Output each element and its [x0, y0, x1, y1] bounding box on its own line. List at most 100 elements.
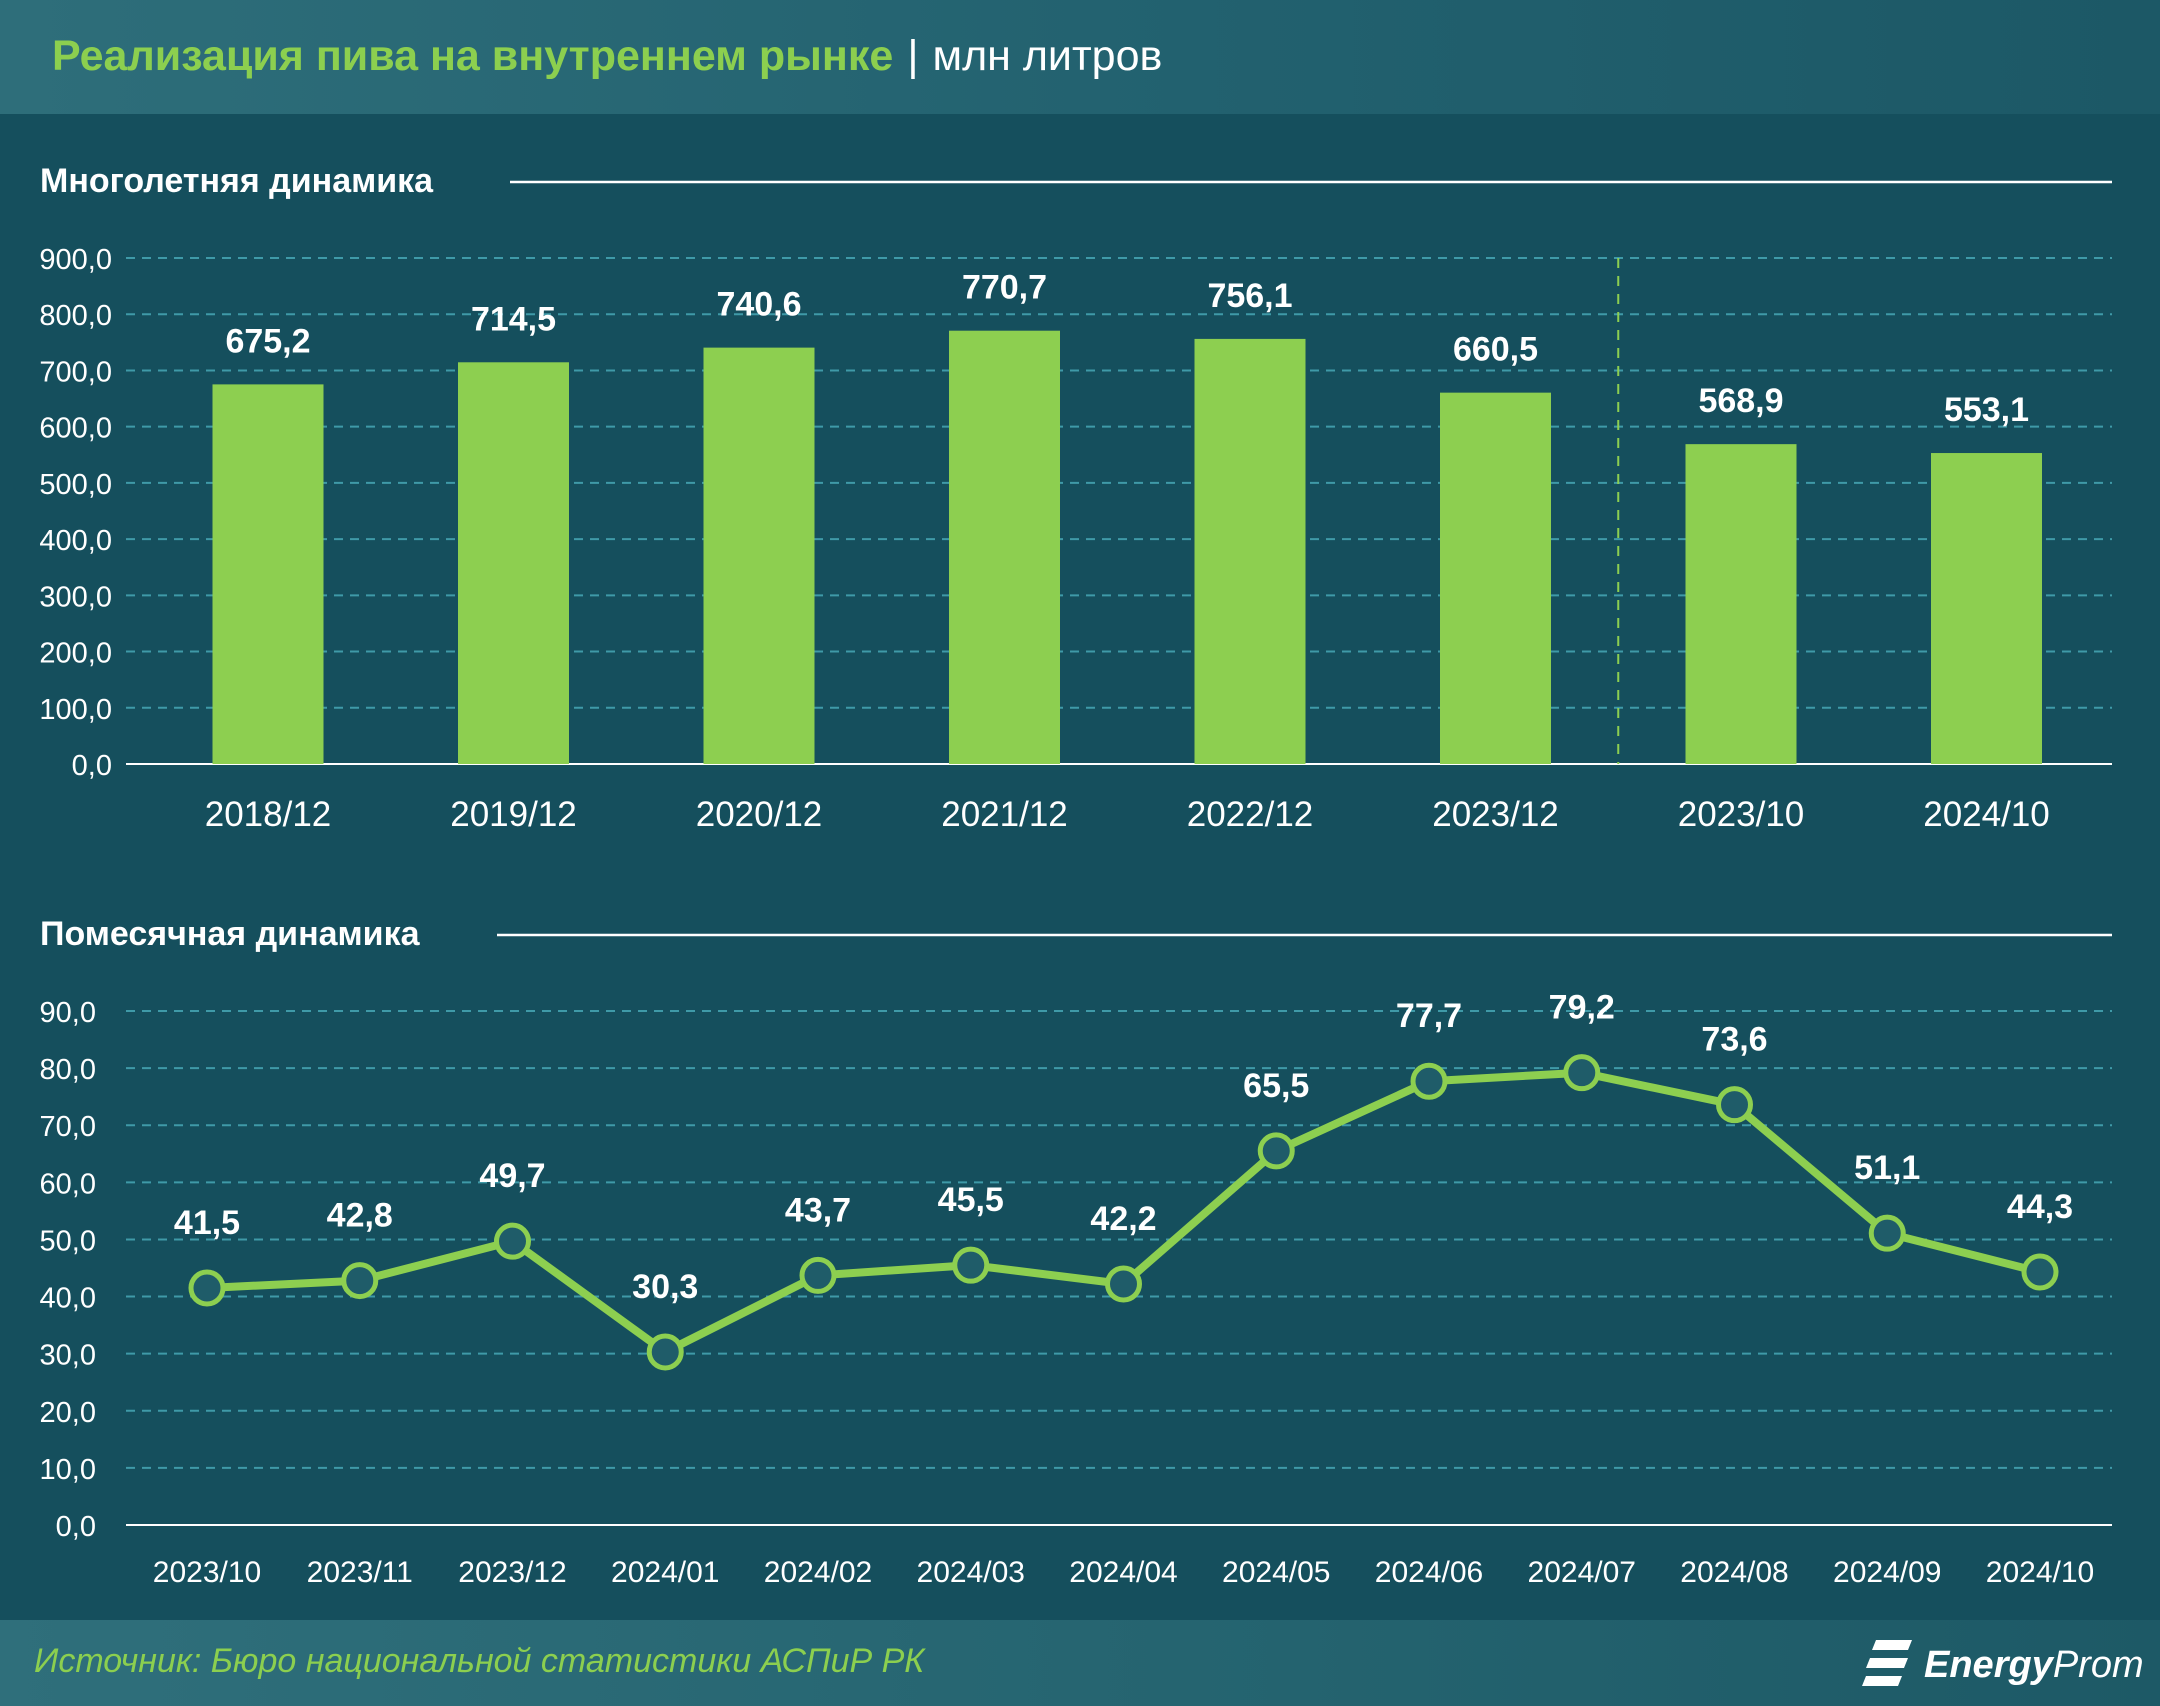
line-chart-point	[494, 1222, 531, 1260]
bar-chart-data-label: 675,2	[225, 322, 310, 360]
bar-chart-y-axis: 0,0 100,0 200,0 300,0 400,0 500,0 600,0 700,0 80…	[39, 244, 112, 782]
line-chart: Помесячная динамика 0,0 10,0 20,0 30,0 40,0 5…	[40, 915, 2112, 1589]
bar-chart-grid	[126, 257, 2112, 765]
line-chart-data-label: 43,7	[785, 1191, 851, 1229]
bar-chart-x-tick-label: 2022/12	[1187, 795, 1314, 834]
bar-chart-x-tick-label: 2021/12	[941, 795, 1068, 834]
line-chart-data-label: 49,7	[479, 1157, 545, 1195]
bar-chart-x-axis: 2018/12 2019/12 2020/12 2021/12 2022/12 2023/…	[205, 795, 2050, 834]
line-chart-point	[1410, 1062, 1448, 1100]
bar-chart-x-tick-label: 2023/12	[1432, 795, 1559, 834]
line-chart-x-tick-label: 2024/06	[1375, 1556, 1483, 1589]
bar-chart-bar	[1685, 444, 1797, 764]
line-chart-data-label: 45,5	[938, 1181, 1004, 1219]
line-chart-data-label: 41,5	[174, 1204, 240, 1242]
line-chart-y-tick-label: 30,0	[40, 1340, 96, 1372]
bar-chart-y-tick-label: 500,0	[39, 469, 112, 501]
line-chart-point	[1868, 1214, 1906, 1252]
line-chart-data-label: 73,6	[1701, 1021, 1767, 1059]
line-chart-title: Помесячная динамика	[40, 915, 421, 953]
line-chart-y-tick-label: 50,0	[40, 1225, 96, 1257]
line-chart-y-tick-label: 80,0	[40, 1054, 96, 1086]
line-chart-data-label: 77,7	[1396, 997, 1462, 1035]
bar-chart-data-label: 660,5	[1453, 331, 1538, 369]
line-chart-point	[799, 1256, 837, 1294]
line-chart-x-tick-label: 2024/08	[1680, 1556, 1788, 1589]
line-chart-y-tick-label: 20,0	[40, 1397, 96, 1429]
bar-chart-x-tick-label: 2020/12	[696, 795, 823, 834]
charts-canvas: Многолетняя динамика 0,0 100,0 200,0 300,0 4…	[39, 162, 2112, 1589]
title-unit: млн литров	[932, 32, 1163, 80]
line-chart-x-tick-label: 2024/01	[611, 1556, 719, 1589]
bar-chart-bar	[1931, 453, 2042, 764]
line-chart-data-label: 44,3	[2007, 1188, 2073, 1226]
bar-chart-y-tick-label: 600,0	[39, 413, 112, 445]
line-chart-x-tick-label: 2024/03	[917, 1556, 1025, 1589]
line-chart-y-tick-label: 0,0	[56, 1511, 96, 1543]
bar-chart-data-label: 553,1	[1944, 391, 2029, 429]
brand-logo-strong: Energy	[1924, 1644, 2053, 1686]
line-chart-y-tick-label: 10,0	[40, 1454, 96, 1486]
line-chart-x-tick-label: 2023/11	[307, 1556, 413, 1589]
line-chart-x-tick-label: 2024/05	[1222, 1556, 1330, 1589]
bar-chart-y-tick-label: 800,0	[39, 300, 112, 332]
line-chart-point	[1257, 1132, 1295, 1170]
line-chart-y-tick-label: 70,0	[40, 1111, 96, 1143]
bar-chart-data-label: 770,7	[962, 269, 1047, 307]
bar-chart-data-labels: 675,2 714,5 740,6 770,7 756,1 660,5 568,9 553,1	[225, 269, 2029, 429]
page-title: Реализация пива на внутреннем рынке | млн …	[52, 32, 1162, 81]
footer-band: Источник: Бюро национальной статистики А…	[0, 1620, 2160, 1706]
source-note: Источник: Бюро национальной статистики А…	[34, 1642, 925, 1680]
bar-chart-y-tick-label: 0,0	[72, 750, 112, 782]
bar-chart-bar	[703, 347, 815, 764]
brand-logo: EnergyProm	[1862, 1634, 2144, 1694]
brand-logo-text: EnergyProm	[1924, 1644, 2144, 1687]
line-chart-point	[1716, 1086, 1753, 1124]
line-chart-point	[1563, 1054, 1601, 1092]
bar-chart-y-tick-label: 100,0	[39, 694, 112, 726]
line-chart-point	[341, 1262, 379, 1300]
line-chart-x-tick-label: 2024/10	[1986, 1556, 2094, 1589]
line-chart-y-tick-label: 40,0	[40, 1283, 96, 1315]
line-chart-y-axis: 0,0 10,0 20,0 30,0 40,0 50,0 60,0 70,0 80,0 90,0	[40, 997, 96, 1543]
line-chart-point	[188, 1269, 226, 1307]
bar-chart-data-label: 740,6	[716, 286, 801, 324]
line-chart-x-tick-label: 2023/10	[153, 1556, 261, 1589]
line-chart-data-label: 79,2	[1549, 989, 1615, 1027]
line-chart-data-label: 51,1	[1854, 1149, 1920, 1187]
line-chart-data-label: 65,5	[1243, 1067, 1309, 1105]
line-chart-x-tick-label: 2023/12	[458, 1556, 566, 1589]
line-chart-y-tick-label: 60,0	[40, 1168, 96, 1200]
bar-chart-bar	[1194, 338, 1306, 764]
bar-chart-x-tick-label: 2023/10	[1678, 795, 1805, 834]
line-chart-point	[646, 1333, 684, 1371]
bar-chart-data-label: 714,5	[471, 300, 556, 338]
bar-chart-x-tick-label: 2018/12	[205, 795, 332, 834]
bar-chart-bar	[212, 384, 324, 764]
bar-chart-x-tick-label: 2019/12	[450, 795, 577, 834]
bar-chart-bars	[212, 330, 2042, 764]
bar-chart-title: Многолетняя динамика	[40, 162, 434, 200]
bar-chart: Многолетняя динамика 0,0 100,0 200,0 300,0 4…	[39, 162, 2112, 834]
bar-chart-data-label: 756,1	[1207, 277, 1292, 315]
bar-chart-y-tick-label: 200,0	[39, 638, 112, 670]
bar-chart-bar	[458, 362, 569, 764]
line-chart-points	[188, 1054, 2059, 1371]
bar-chart-y-tick-label: 400,0	[39, 525, 112, 557]
bar-chart-bar	[1440, 392, 1551, 764]
bar-chart-bar	[949, 330, 1060, 764]
line-chart-data-label: 42,2	[1090, 1200, 1156, 1238]
line-chart-x-tick-label: 2024/02	[764, 1556, 872, 1589]
line-chart-point	[2021, 1253, 2059, 1291]
line-chart-point	[952, 1246, 990, 1284]
line-chart-x-axis: 2023/10 2023/11 2023/12 2024/01 2024/02 2024/…	[153, 1556, 2094, 1589]
energyprom-logo-icon	[1862, 1640, 1912, 1686]
header-band: Реализация пива на внутреннем рынке | млн …	[0, 0, 2160, 114]
bar-chart-y-tick-label: 300,0	[39, 581, 112, 613]
line-chart-data-label: 42,8	[327, 1197, 393, 1235]
line-chart-x-tick-label: 2024/04	[1069, 1556, 1177, 1589]
line-chart-data-label: 30,3	[632, 1268, 698, 1306]
brand-logo-rest: Prom	[2052, 1644, 2144, 1686]
line-chart-x-tick-label: 2024/07	[1528, 1556, 1636, 1589]
